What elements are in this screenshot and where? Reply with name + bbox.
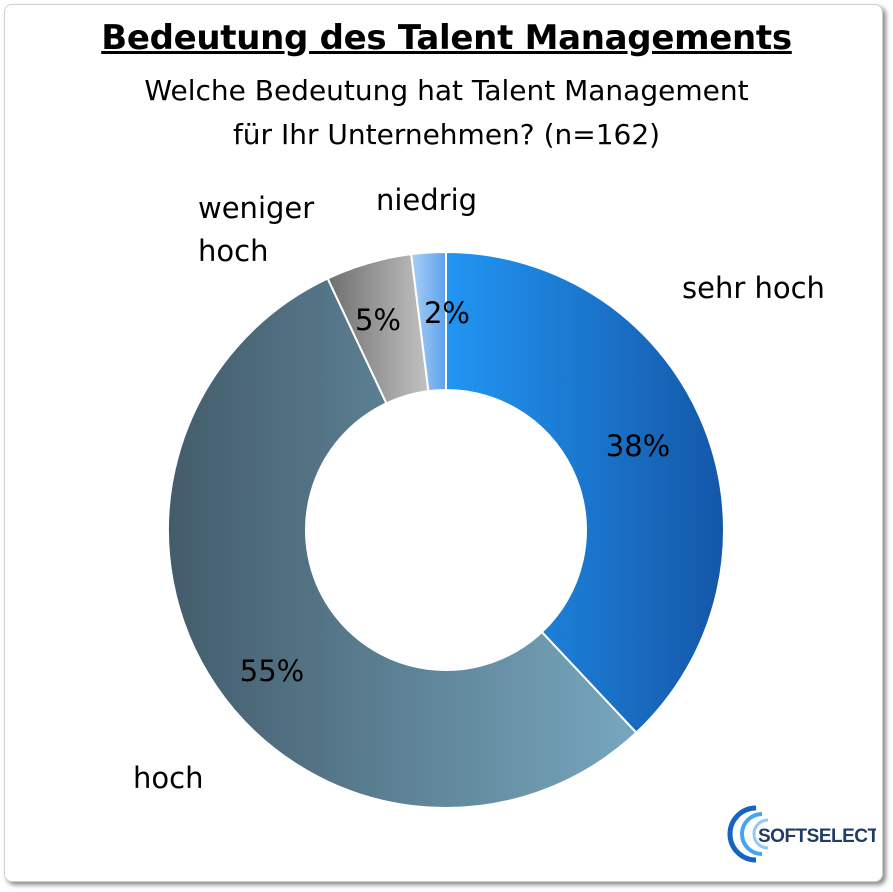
percent-label-niedrig: 2% (424, 296, 470, 330)
percent-label-sehr-hoch: 38% (606, 429, 670, 463)
category-label-hoch: hoch (133, 761, 203, 795)
category-label-sehr-hoch: sehr hoch (682, 271, 825, 305)
category-label-weniger-hoch: weniger hoch (198, 191, 323, 268)
percent-label-weniger-hoch: 5% (355, 303, 401, 337)
svg-text:SOFTSELECT: SOFTSELECT (758, 826, 876, 847)
chart-subtitle-line-2: für Ihr Unternehmen? (n=162) (232, 118, 661, 151)
chart-subtitle-line-1: Welche Bedeutung hat Talent Management (144, 74, 749, 107)
slice-hoch (167, 277, 638, 809)
percent-label-hoch: 55% (240, 654, 304, 688)
softselect-logo: SOFTSELECT (727, 805, 876, 863)
slice-sehr-hoch (445, 250, 725, 735)
slice-niedrig (410, 250, 447, 393)
category-label-niedrig: niedrig (376, 183, 477, 217)
chart-title: Bedeutung des Talent Managements (101, 18, 792, 58)
